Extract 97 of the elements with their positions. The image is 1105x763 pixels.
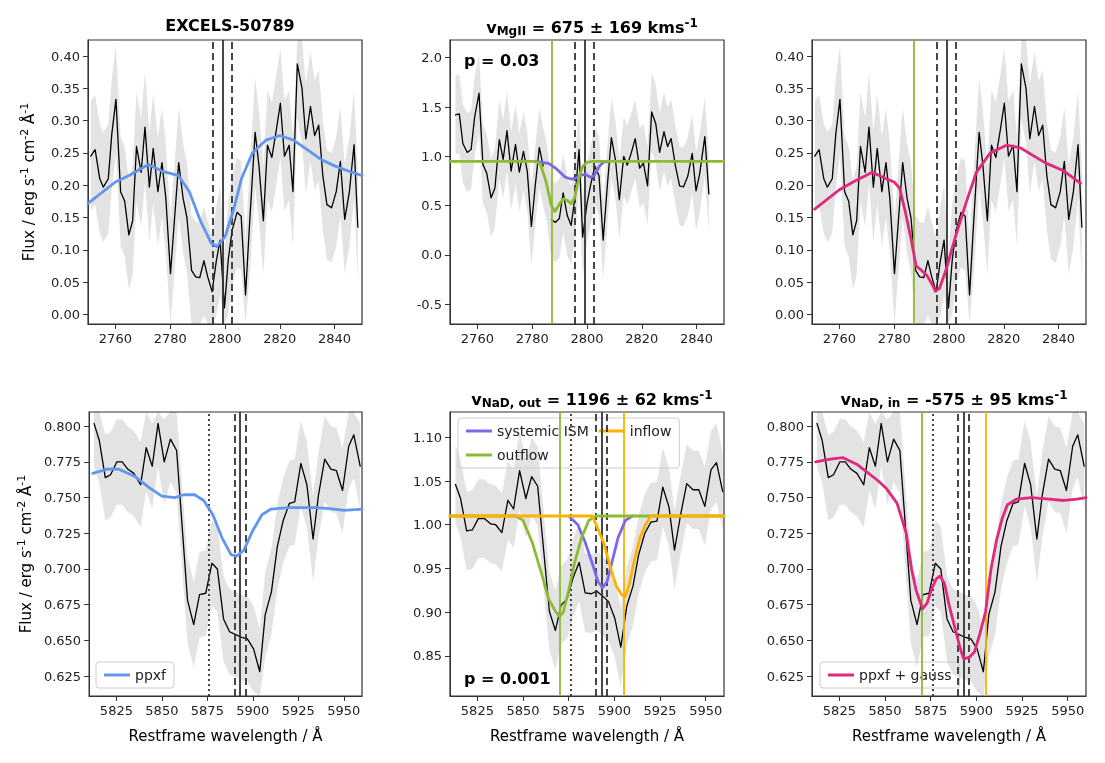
- y-tick-label: 0.0: [421, 247, 442, 263]
- x-tick-label: 2820: [263, 331, 297, 346]
- y-tick-label: 0.15: [775, 210, 804, 225]
- y-tick-label: 0.40: [51, 48, 80, 64]
- x-tick-label: 5950: [1051, 703, 1085, 718]
- y-tick-label: 0.775: [43, 454, 82, 470]
- y-tick-label: -0.5: [416, 296, 442, 312]
- line-series: [813, 143, 1082, 293]
- x-tick-label: 5875: [190, 703, 224, 718]
- x-tick-label: 5900: [597, 703, 631, 718]
- y-tick-label: 0.95: [413, 560, 442, 576]
- x-tick-label: 2820: [987, 331, 1021, 346]
- legend-label: inflow: [629, 423, 672, 439]
- y-tick-label: 0.30: [51, 113, 80, 129]
- x-tick-label: 2780: [515, 331, 549, 346]
- x-tick-label: 5925: [1005, 703, 1039, 718]
- y-tick-label: 0.775: [766, 454, 804, 470]
- y-tick-label: 0.35: [51, 80, 80, 96]
- y-tick-label: 0.800: [766, 418, 804, 434]
- annotation: p = 0.03: [464, 50, 540, 70]
- y-tick-label: 0.800: [43, 418, 82, 434]
- y-tick-label: 0.35: [775, 80, 804, 96]
- y-tick-label: 0.625: [766, 668, 804, 684]
- x-tick-label: 5850: [145, 703, 179, 718]
- legend-label: outflow: [497, 447, 549, 463]
- annotation: p = 0.001: [464, 668, 551, 688]
- y-tick-label: 0.10: [51, 242, 80, 258]
- x-tick-label: 5950: [689, 703, 723, 718]
- y-tick-label: 0.750: [766, 490, 804, 506]
- x-tick-label: 5925: [281, 703, 315, 718]
- y-axis-title: Flux / erg s-1 cm-2 Å-1: [15, 474, 35, 634]
- x-axis-title: Restframe wavelength / Å: [128, 725, 324, 745]
- y-tick-label: 0.700: [43, 561, 82, 577]
- x-tick-label: 2840: [680, 331, 714, 346]
- x-tick-label: 2760: [98, 331, 132, 346]
- line-series: [454, 462, 724, 648]
- y-tick-label: 0.00: [51, 306, 80, 322]
- x-tick-label: 2840: [318, 331, 352, 346]
- x-tick-label: 5925: [643, 703, 677, 718]
- y-tick-label: 0.650: [43, 632, 82, 648]
- y-tick-label: 0.15: [51, 210, 80, 225]
- x-tick-label: 2820: [625, 331, 659, 346]
- y-tick-label: 1.05: [413, 473, 442, 489]
- x-tick-label: 2800: [208, 331, 242, 346]
- x-tick-label: 5850: [868, 703, 902, 718]
- x-tick-label: 5875: [552, 703, 586, 718]
- line-series: [91, 467, 364, 558]
- y-tick-label: 0.40: [775, 48, 804, 64]
- legend-label: ppxf: [135, 667, 168, 683]
- x-tick-label: 2760: [460, 331, 494, 346]
- y-tick-label: 0.5: [421, 198, 442, 214]
- x-axis-title: Restframe wavelength / Å: [489, 725, 685, 745]
- x-tick-label: 2800: [932, 331, 966, 346]
- y-tick-label: 1.10: [413, 429, 442, 445]
- y-tick-label: 1.00: [413, 517, 442, 533]
- y-tick-label: 0.20: [775, 177, 804, 193]
- x-tick-label: 5900: [959, 703, 993, 718]
- y-tick-label: 0.10: [775, 242, 804, 258]
- y-tick-label: 0.625: [43, 668, 82, 684]
- x-tick-label: 2800: [570, 331, 604, 346]
- x-tick-label: 2780: [153, 331, 187, 346]
- y-axis-title: Flux / erg s-1 cm-2 Å-1: [18, 102, 38, 262]
- x-tick-label: 2840: [1042, 331, 1076, 346]
- y-tick-label: 0.20: [51, 177, 80, 193]
- y-tick-label: 0.700: [766, 561, 804, 577]
- x-tick-label: 5875: [914, 703, 948, 718]
- y-tick-label: 0.675: [766, 597, 804, 613]
- x-axis-title: Restframe wavelength / Å: [851, 725, 1047, 745]
- y-tick-label: 1.0: [421, 148, 442, 164]
- line-series: [814, 456, 1088, 661]
- x-tick-label: 5825: [822, 703, 856, 718]
- chart-title: EXCELS-50789: [165, 15, 295, 35]
- y-tick-label: 1.5: [421, 99, 442, 115]
- x-tick-label: 5825: [99, 703, 133, 718]
- y-tick-label: 0.90: [413, 604, 442, 620]
- y-tick-label: 0.725: [766, 525, 804, 541]
- y-tick-label: 0.25: [775, 145, 804, 161]
- legend-label: systemic ISM: [497, 423, 589, 439]
- y-tick-label: 2.0: [421, 50, 442, 66]
- x-tick-label: 5825: [460, 703, 494, 718]
- y-tick-label: 0.750: [43, 490, 82, 506]
- x-tick-label: 2780: [877, 331, 911, 346]
- y-tick-label: 0.85: [413, 648, 442, 664]
- y-tick-label: 0.675: [43, 597, 82, 613]
- y-tick-label: 0.650: [766, 632, 804, 648]
- y-tick-label: 0.25: [51, 145, 80, 161]
- x-tick-label: 5950: [327, 703, 361, 718]
- x-tick-label: 5850: [506, 703, 540, 718]
- y-tick-label: 0.05: [51, 274, 80, 290]
- y-tick-label: 0.30: [775, 113, 804, 129]
- y-tick-label: 0.00: [775, 306, 804, 322]
- y-tick-label: 0.725: [43, 525, 82, 541]
- x-tick-label: 5900: [236, 703, 270, 718]
- line-series: [86, 134, 364, 248]
- y-tick-label: 0.05: [775, 274, 804, 290]
- line-series: [567, 514, 635, 590]
- x-tick-label: 2760: [822, 331, 856, 346]
